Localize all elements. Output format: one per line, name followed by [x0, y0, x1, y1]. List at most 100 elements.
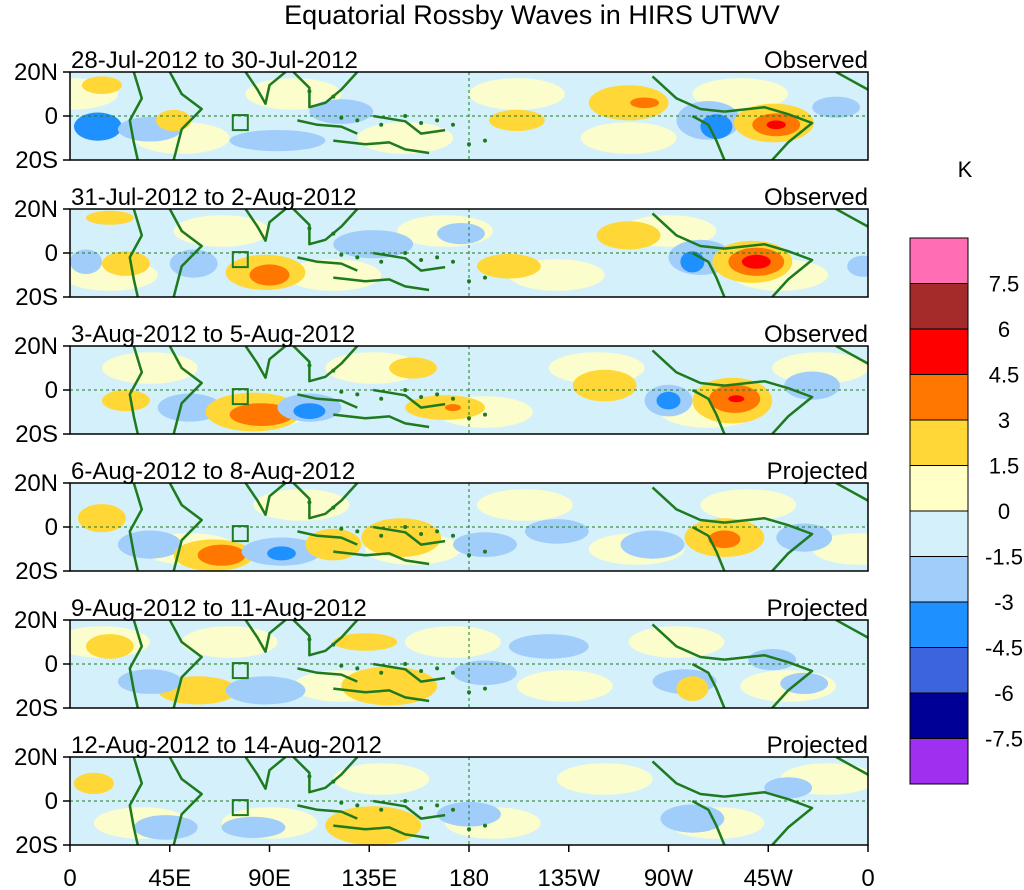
coastline	[724, 653, 814, 708]
panel-field	[70, 346, 868, 434]
coastline	[835, 757, 868, 776]
panel-status: Projected	[767, 458, 868, 485]
coastline	[333, 276, 430, 292]
colorbar-level-label: -3	[994, 590, 1014, 615]
field-band	[357, 122, 454, 154]
island-dot	[451, 396, 455, 401]
island-dot	[339, 526, 344, 531]
island-dot	[331, 94, 336, 99]
field-band	[556, 763, 653, 795]
latitude-label: 20S	[15, 284, 58, 311]
anomaly-contour	[73, 772, 114, 795]
latitude-label: 0	[45, 788, 58, 815]
anomaly-contour	[133, 815, 198, 840]
island-dot	[483, 823, 487, 828]
field-band	[516, 670, 613, 702]
colorbar-swatch	[909, 328, 969, 375]
island-dot	[403, 251, 408, 255]
anomaly-contour	[221, 816, 286, 839]
anomaly-contour	[784, 371, 840, 400]
coastline	[292, 757, 359, 794]
colorbar-swatch	[909, 374, 969, 421]
panel-1: 28-Jul-2012 to 30-Jul-2012 Observed 20N 0 20…	[14, 47, 869, 174]
anomaly-contour	[656, 391, 681, 410]
island-dot	[483, 138, 487, 143]
island-dot	[331, 779, 336, 784]
colorbar-swatch	[909, 556, 969, 603]
anomaly-contour	[389, 357, 437, 379]
region-box	[231, 251, 249, 269]
panel-field	[70, 620, 868, 708]
colorbar-level-label: 6	[998, 317, 1010, 342]
region-box	[231, 662, 249, 680]
latitude-label: 0	[45, 514, 58, 541]
latitude-label: 20S	[15, 147, 58, 174]
region-box	[231, 525, 249, 543]
colorbar-swatch	[909, 692, 969, 739]
island-dot	[419, 395, 424, 399]
anomaly-contour	[157, 393, 222, 422]
coastline	[128, 483, 144, 571]
island-dot	[435, 529, 440, 534]
colorbar-level-label: 0	[998, 499, 1010, 524]
coastline	[333, 139, 430, 155]
island-dot	[451, 122, 455, 127]
coastline	[297, 667, 358, 683]
colorbar: K 7.5 6 4.5 3 1.5 0 -1.5 -3 -4.5 -6 -7.5	[909, 157, 1023, 785]
island-dot	[483, 686, 487, 691]
colorbar-level-label: -1.5	[985, 545, 1023, 570]
panel-date-range: 31-Jul-2012 to 2-Aug-2012	[71, 184, 357, 211]
island-dot	[483, 549, 487, 554]
island-dot	[307, 363, 312, 368]
colorbar-swatch	[909, 237, 969, 284]
panel-date-range: 6-Aug-2012 to 8-Aug-2012	[71, 458, 355, 485]
coastline	[691, 251, 726, 297]
anomaly-contour	[630, 97, 659, 109]
field-band	[580, 122, 677, 154]
coastline	[168, 346, 203, 434]
island-dot	[307, 637, 312, 642]
field-band	[628, 626, 725, 658]
island-dot	[355, 803, 360, 808]
coastline	[372, 799, 446, 820]
anomaly-contour	[102, 390, 150, 412]
island-dot	[355, 255, 360, 260]
coastline	[244, 483, 287, 516]
coastline	[691, 662, 726, 708]
latitude-label: 20N	[14, 333, 58, 360]
island-dot	[403, 388, 408, 392]
island-dot	[379, 396, 384, 401]
longitude-label: 180	[449, 865, 489, 890]
coastline	[691, 799, 726, 845]
field-band	[181, 626, 278, 658]
coastline	[168, 620, 203, 708]
island-dot	[451, 259, 455, 264]
latitude-label: 20N	[14, 470, 58, 497]
field-band	[333, 763, 430, 795]
anomaly-contour	[764, 777, 813, 799]
coastline	[691, 388, 726, 434]
panel-field	[70, 757, 868, 845]
field-band	[173, 215, 270, 247]
island-dot	[379, 122, 384, 127]
colorbar-level-label: 4.5	[989, 363, 1020, 388]
island-dot	[307, 89, 312, 94]
island-dot	[331, 231, 336, 236]
longitude-label: 135E	[341, 865, 397, 890]
field-band	[325, 352, 422, 384]
anomaly-contour	[361, 518, 442, 557]
island-dot	[483, 412, 487, 417]
latitude-label: 20S	[15, 421, 58, 448]
island-dot	[379, 670, 384, 675]
anomaly-contour	[86, 634, 134, 659]
region-box	[231, 799, 249, 817]
island-dot	[339, 252, 344, 257]
island-dot	[307, 774, 312, 779]
panel-field	[70, 483, 868, 571]
anomaly-contour	[508, 634, 589, 659]
coastline	[128, 757, 144, 845]
longitude-label: 90E	[248, 865, 291, 890]
coastline	[297, 530, 358, 546]
island-dot	[379, 259, 384, 264]
panel-5: 9-Aug-2012 to 11-Aug-2012 Projected 20N 0 20…	[14, 595, 869, 722]
